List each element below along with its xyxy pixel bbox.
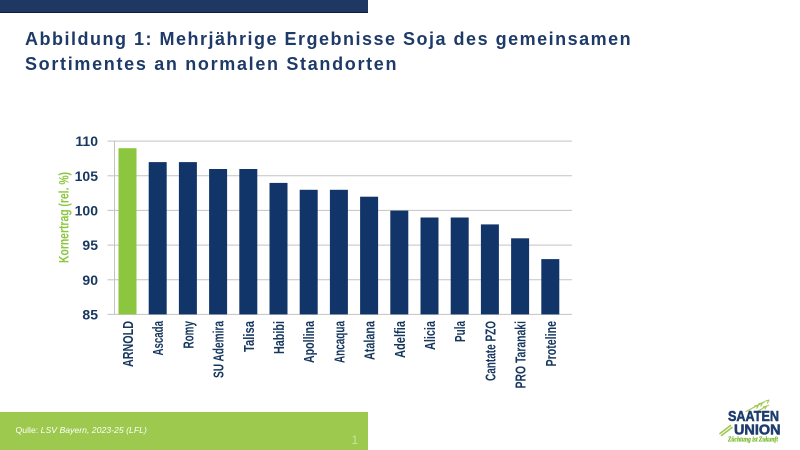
svg-text:105: 105 bbox=[75, 168, 99, 184]
svg-text:Talisa: Talisa bbox=[241, 321, 258, 352]
svg-text:Alicia: Alicia bbox=[422, 321, 439, 350]
svg-text:Atalana: Atalana bbox=[362, 321, 379, 360]
svg-text:Züchtung ist Zukunft: Züchtung ist Zukunft bbox=[727, 435, 779, 443]
svg-text:Cantate PZO: Cantate PZO bbox=[482, 321, 499, 381]
svg-text:Adelfia: Adelfia bbox=[392, 321, 409, 358]
svg-text:110: 110 bbox=[75, 133, 98, 149]
svg-text:PRO Taranaki: PRO Taranaki bbox=[513, 321, 530, 389]
svg-text:Ancaqua: Ancaqua bbox=[331, 321, 348, 363]
svg-text:ARNOLD: ARNOLD bbox=[120, 321, 137, 367]
svg-text:Romy: Romy bbox=[180, 321, 197, 349]
svg-text:Kornertrag (rel. %): Kornertrag (rel. %) bbox=[56, 172, 72, 263]
svg-text:UNION: UNION bbox=[734, 423, 781, 439]
svg-text:95: 95 bbox=[82, 237, 98, 253]
svg-text:Pula: Pula bbox=[452, 321, 469, 342]
svg-text:90: 90 bbox=[82, 272, 98, 288]
svg-text:Proteline: Proteline bbox=[543, 321, 560, 367]
svg-text:Habibi: Habibi bbox=[271, 321, 288, 354]
svg-text:SAATEN: SAATEN bbox=[728, 409, 779, 425]
svg-text:SU Ademira: SU Ademira bbox=[211, 321, 228, 378]
svg-text:85: 85 bbox=[82, 306, 98, 322]
svg-text:Ascada: Ascada bbox=[150, 321, 167, 356]
svg-text:Apollina: Apollina bbox=[301, 321, 318, 363]
svg-text:100: 100 bbox=[75, 202, 99, 218]
